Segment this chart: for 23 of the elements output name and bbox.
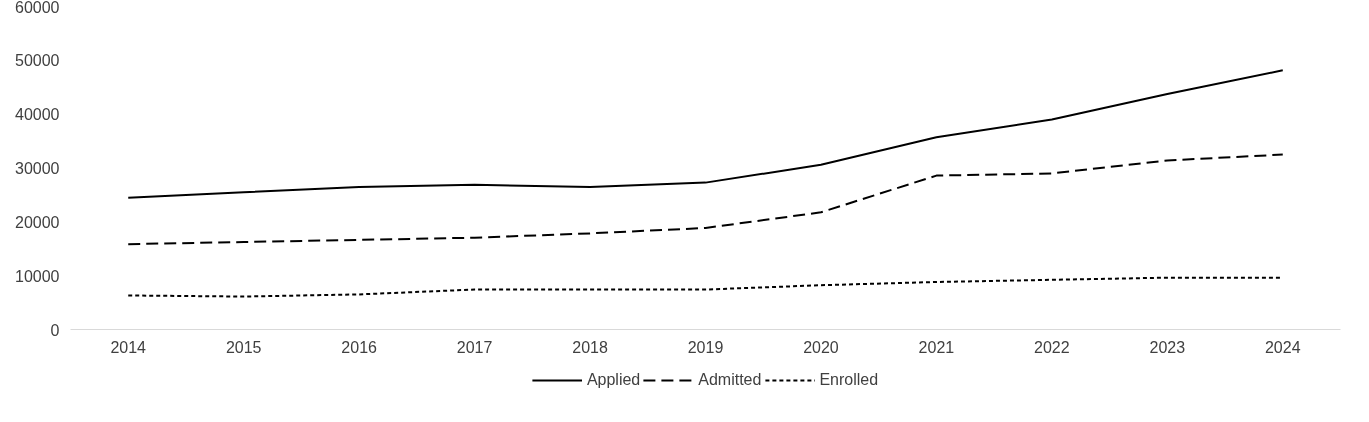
y-tick-label: 20000	[15, 213, 60, 231]
x-tick-label: 2017	[456, 338, 493, 356]
x-tick-label: 2022	[1034, 338, 1070, 356]
x-tick-label: 2024	[1264, 338, 1301, 356]
y-tick-label: 10000	[15, 267, 60, 285]
x-tick-label: 2014	[110, 338, 147, 356]
line-series	[127, 153, 1284, 246]
y-tick-label: 50000	[15, 51, 60, 69]
legend-label: Admitted	[698, 371, 762, 389]
x-tick-label: 2018	[572, 338, 608, 356]
x-tick-label: 2020	[803, 338, 839, 356]
x-tick-label: 2019	[687, 338, 724, 356]
x-tick-label: 2021	[918, 338, 955, 356]
y-tick-label: 0	[50, 321, 60, 339]
x-tick-label: 2023	[1149, 338, 1186, 356]
y-tick-label: 60000	[15, 0, 60, 16]
x-tick-label: 2016	[341, 338, 378, 356]
y-tick-label: 30000	[15, 159, 60, 177]
legend-label: Enrolled	[819, 371, 879, 389]
line-series	[127, 69, 1284, 199]
x-tick-label: 2015	[225, 338, 262, 356]
legend-label: Applied	[586, 371, 641, 389]
y-tick-label: 40000	[15, 105, 60, 123]
